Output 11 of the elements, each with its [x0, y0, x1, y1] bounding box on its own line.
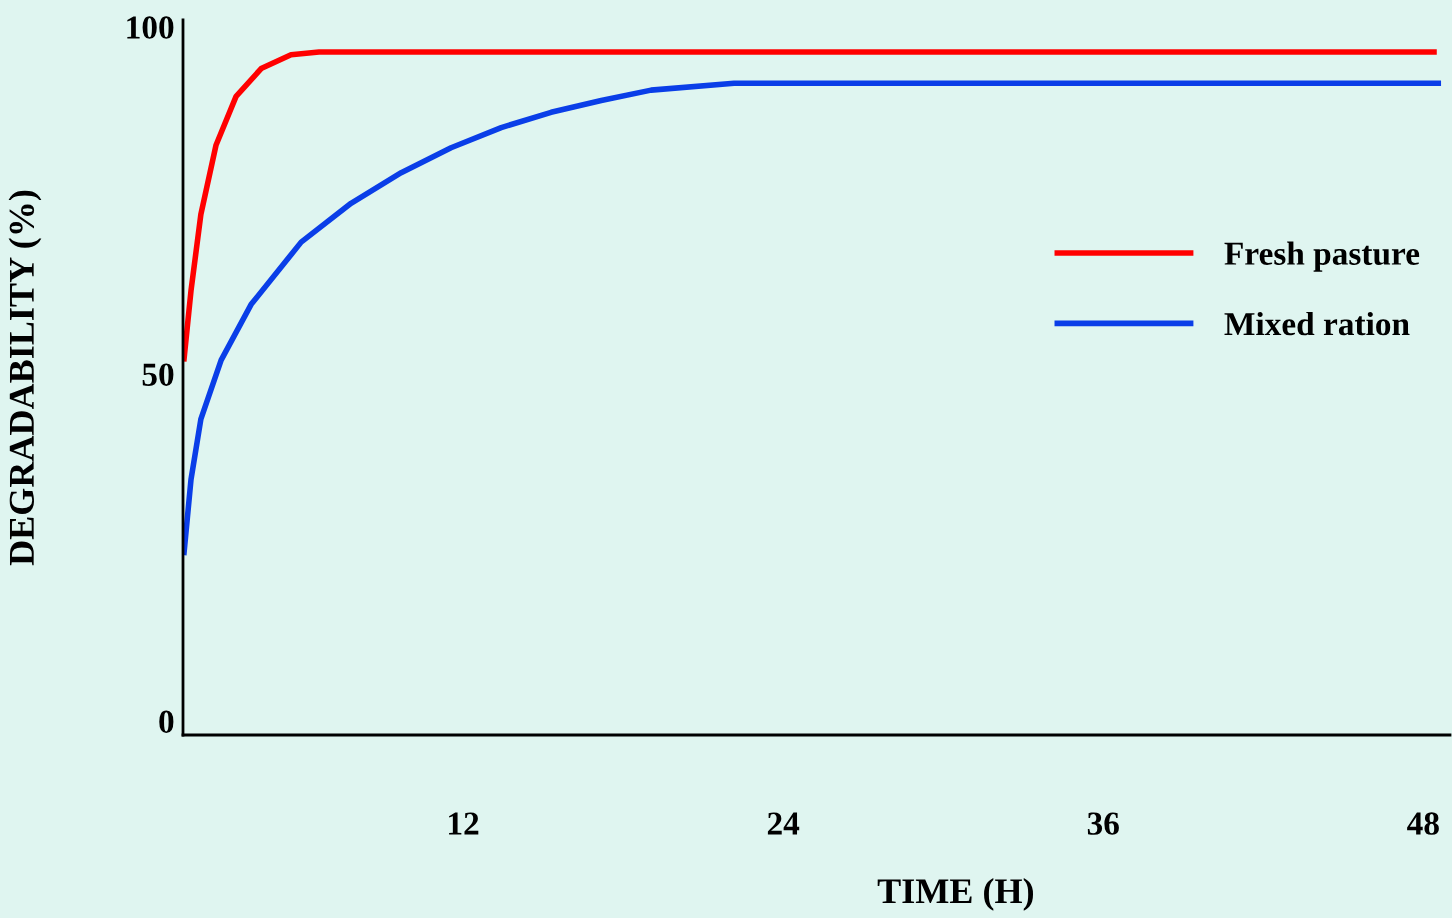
x-axis-title: TIME (H) — [877, 878, 1034, 911]
x-tick-label: 48 — [1407, 812, 1439, 835]
y-tick-label: 0 — [159, 710, 174, 734]
y-tick-label: 100 — [127, 16, 174, 39]
y-axis-title: DEGRADABILITY (%) — [8, 190, 42, 566]
x-tick-label: 12 — [449, 812, 479, 835]
x-tick-label: 36 — [1087, 812, 1119, 835]
legend-label: Fresh pasture — [1224, 241, 1420, 272]
x-tick-label: 24 — [767, 812, 800, 835]
legend-label: Mixed ration — [1224, 311, 1410, 336]
y-tick-label: 50 — [142, 363, 174, 386]
